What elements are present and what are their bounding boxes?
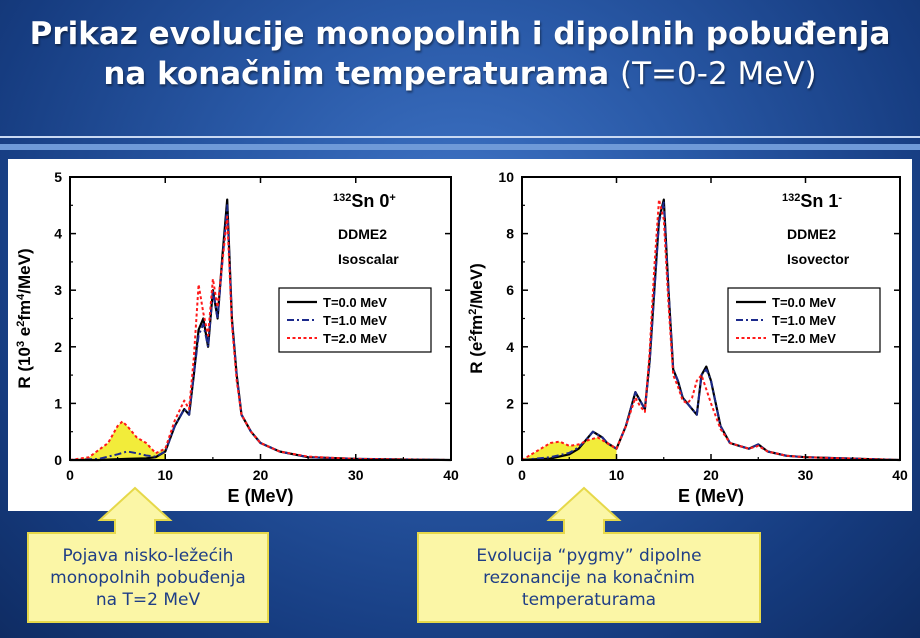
chart-1-model-label: DDME2 xyxy=(338,226,387,242)
chart-2-legend-label-0: T=0.0 MeV xyxy=(772,295,836,310)
callout-left-text: Pojava nisko-ležećih monopolnih pobuđenj… xyxy=(28,545,268,611)
chart-1-ytick-label: 5 xyxy=(54,169,62,185)
callout-right-line-1: Evolucija “pygmy” dipolne xyxy=(476,546,702,566)
chart-1-legend: T=0.0 MeV T=1.0 MeV T=2.0 MeV xyxy=(278,287,432,353)
chart-1-ytick-label: 2 xyxy=(54,339,62,355)
chart-1-highlight-area xyxy=(70,421,166,460)
chart-2-xtick-label: 0 xyxy=(518,467,526,483)
callout-right-line-3: temperaturama xyxy=(521,590,657,610)
figure-panel: 0 10 20 30 40 0 1 2 3 4 5 E (MeV) R (103 e2fm4/MeV) 1… xyxy=(8,159,912,511)
title-divider-thin xyxy=(0,136,920,138)
chart-2-model-label: DDME2 xyxy=(787,226,836,242)
chart-2-ytick-label: 10 xyxy=(498,169,514,185)
chart-2-xtick-label: 20 xyxy=(703,467,719,483)
title-line-2-main: na konačnim temperaturama xyxy=(103,56,610,92)
chart-2-series-2-line xyxy=(521,198,901,461)
chart-1-channel-label: Isoscalar xyxy=(338,251,399,267)
slide-title: Prikaz evolucije monopolnih i dipolnih p… xyxy=(0,14,920,94)
chart-2-ytick-label: 4 xyxy=(506,339,514,355)
chart-2: 0 10 20 30 40 0 2 4 6 8 10 E (MeV) R (e2fm2/MeV) 132S… xyxy=(467,169,908,506)
chart-2-legend-label-1: T=1.0 MeV xyxy=(772,313,836,328)
callout-right-text: Evolucija “pygmy” dipolne rezonancije na… xyxy=(418,545,760,611)
callout-right-line-2: rezonancije na konačnim xyxy=(483,568,695,588)
chart-1-xtick-label: 20 xyxy=(253,467,269,483)
chart-2-legend: T=0.0 MeV T=1.0 MeV T=2.0 MeV xyxy=(727,287,881,353)
chart-1-series-2-line xyxy=(69,215,452,461)
title-line-2: na konačnim temperaturama (T=0-2 MeV) xyxy=(0,54,920,94)
chart-1-legend-label-0: T=0.0 MeV xyxy=(323,295,387,310)
chart-1-ylabel: R (103 e2fm4/MeV) xyxy=(15,248,34,388)
callout-left-line-3: na T=2 MeV xyxy=(95,590,201,610)
chart-1-series-1-line xyxy=(69,204,452,461)
chart-2-channel-label: Isovector xyxy=(787,251,850,267)
chart-2-ytick-label: 0 xyxy=(506,452,514,468)
chart-2-ylabel: R (e2fm2/MeV) xyxy=(467,263,486,374)
chart-1-legend-label-2: T=2.0 MeV xyxy=(323,331,387,346)
chart-2-nucleus-label: 132Sn 1- xyxy=(782,191,842,211)
chart-2-xtick-label: 30 xyxy=(798,467,814,483)
chart-2-xtick-label: 40 xyxy=(892,467,908,483)
chart-2-xlabel: E (MeV) xyxy=(678,486,744,506)
callout-left-line-2: monopolnih pobuđenja xyxy=(50,568,246,588)
chart-1-xtick-label: 40 xyxy=(443,467,459,483)
chart-2-ytick-label: 8 xyxy=(506,226,514,242)
chart-1-nucleus-label: 132Sn 0+ xyxy=(333,191,396,211)
chart-1-xtick-label: 10 xyxy=(157,467,173,483)
chart-1: 0 10 20 30 40 0 1 2 3 4 5 E (MeV) R (103 e2fm4/MeV) 1… xyxy=(15,169,459,506)
chart-1-ytick-label: 4 xyxy=(54,226,62,242)
title-line-1: Prikaz evolucije monopolnih i dipolnih p… xyxy=(29,16,891,52)
chart-1-xtick-label: 0 xyxy=(66,467,74,483)
chart-2-legend-label-2: T=2.0 MeV xyxy=(772,331,836,346)
chart-2-ytick-label: 2 xyxy=(506,395,514,411)
chart-1-ytick-label: 3 xyxy=(54,282,62,298)
chart-2-ytick-label: 6 xyxy=(506,282,514,298)
chart-2-xtick-label: 10 xyxy=(609,467,625,483)
chart-1-ytick-label: 1 xyxy=(54,395,62,411)
callout-left-line-1: Pojava nisko-ležećih xyxy=(62,546,234,566)
title-divider-thick xyxy=(0,144,920,150)
chart-1-ytick-label: 0 xyxy=(54,452,62,468)
chart-1-xlabel: E (MeV) xyxy=(227,486,293,506)
chart-1-xtick-label: 30 xyxy=(348,467,364,483)
title-line-2-paren: (T=0-2 MeV) xyxy=(620,56,817,92)
chart-2-highlight-area xyxy=(522,437,617,460)
chart-1-legend-label-1: T=1.0 MeV xyxy=(323,313,387,328)
